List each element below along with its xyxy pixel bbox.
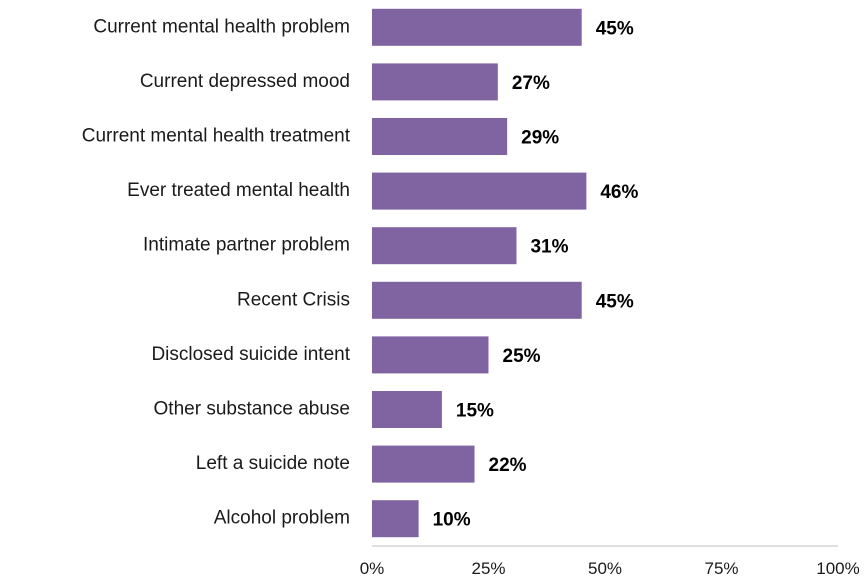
category-label: Intimate partner problem [143,235,350,256]
value-label: 15% [456,401,494,422]
bar [372,281,582,319]
x-tick-label: 0% [360,559,385,578]
value-label: 27% [512,73,550,94]
category-label: Left a suicide note [196,453,350,474]
value-label: 46% [600,182,638,203]
bar [372,227,517,265]
bar [372,445,475,483]
category-label: Alcohol problem [214,508,350,529]
value-labels-group: 45% 27% 29% 46% 31% 45% 25% 15% 22% 10% [433,18,639,530]
value-label: 29% [521,128,559,149]
value-label: 31% [530,237,568,258]
category-label: Current mental health problem [93,16,350,37]
value-label: 45% [596,291,634,312]
category-label: Current mental health treatment [82,126,351,147]
category-label: Other substance abuse [154,399,350,420]
value-label: 45% [596,18,634,39]
bar [372,63,498,101]
category-label: Recent Crisis [237,289,350,310]
x-tick-label: 50% [588,559,622,578]
x-tick-label: 100% [816,559,859,578]
category-labels-group: Current mental health problem Current dep… [82,16,351,528]
category-label: Ever treated mental health [127,180,350,201]
x-tick-labels-group: 0% 25% 50% 75% 100% [360,559,860,578]
value-label: 25% [503,346,541,367]
value-label: 10% [433,510,471,531]
x-tick-label: 75% [704,559,738,578]
category-label: Disclosed suicide intent [151,344,350,365]
bar [372,118,508,155]
bar [372,8,582,46]
x-tick-label: 25% [471,559,505,578]
bars-group [372,8,587,538]
category-label: Current depressed mood [140,71,350,92]
bar [372,500,419,538]
bar [372,336,489,374]
bar [372,391,442,428]
bar [372,172,587,210]
value-label: 22% [489,455,527,476]
